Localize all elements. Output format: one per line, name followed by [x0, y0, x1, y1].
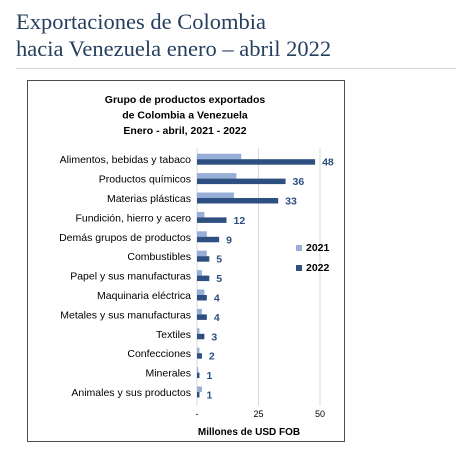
chart-title-line-2: de Colombia a Venezuela — [122, 110, 248, 122]
category-label: Demás grupos de productos — [59, 232, 191, 244]
page-title-line-1: Exportaciones de Colombia — [16, 9, 266, 34]
category-label: Confecciones — [127, 348, 191, 360]
bar-2021 — [197, 270, 202, 276]
page-title-line-2: hacia Venezuela enero – abril 2022 — [16, 36, 332, 61]
data-label-2022: 1 — [206, 390, 212, 402]
data-label-2022: 5 — [216, 254, 222, 266]
data-label-2022: 48 — [322, 157, 334, 169]
category-label: Animales y sus productos — [71, 387, 191, 399]
category-label: Combustibles — [127, 251, 191, 263]
bar-2022 — [197, 295, 207, 301]
bar-2022 — [197, 256, 210, 262]
data-label-2022: 1 — [206, 370, 212, 382]
data-label-2022: 4 — [214, 312, 220, 324]
x-axis-label: Millones de USD FOB — [198, 427, 300, 438]
x-tick-label: 50 — [315, 409, 325, 419]
category-label: Minerales — [145, 368, 191, 380]
bar-2022 — [197, 159, 316, 165]
category-label: Metales y sus manufacturas — [60, 309, 191, 321]
page-title: Exportaciones de Colombia hacia Venezuel… — [16, 8, 456, 62]
chart-panel: Grupo de productos exportados de Colombia… — [27, 80, 345, 442]
x-tick-label: - — [196, 409, 199, 419]
data-label-2022: 33 — [285, 196, 297, 208]
bar-2022 — [197, 353, 202, 359]
category-label: Alimentos, bebidas y tabaco — [60, 154, 191, 166]
data-label-2022: 12 — [234, 215, 246, 227]
bar-2021 — [197, 192, 234, 198]
bar-2022 — [197, 333, 205, 340]
legend-label-2022: 2022 — [306, 262, 330, 274]
category-label: Papel y sus manufacturas — [70, 271, 191, 283]
category-label: Productos químicos — [99, 174, 191, 186]
bar-2022 — [197, 236, 220, 243]
x-tick-label: 25 — [253, 409, 263, 419]
bar-2021 — [197, 153, 242, 160]
bar-2021 — [197, 173, 237, 179]
bar-2022 — [197, 275, 210, 282]
bar-2021 — [197, 367, 199, 373]
category-label: Fundición, hierro y acero — [75, 212, 191, 224]
bar-2021 — [197, 386, 202, 392]
bar-2022 — [197, 372, 200, 379]
bar-2021 — [197, 211, 205, 218]
bar-2021 — [197, 308, 202, 315]
data-label-2022: 9 — [226, 234, 232, 246]
bar-2022 — [197, 198, 279, 204]
bar-2021 — [197, 289, 205, 295]
bar-2022 — [197, 217, 227, 223]
chart-title-line-3: Enero - abril, 2021 - 2022 — [123, 125, 246, 137]
title-divider — [16, 68, 456, 69]
category-label: Materias plásticas — [107, 193, 191, 205]
bar-2021 — [197, 347, 200, 354]
bar-2021 — [197, 250, 207, 257]
data-label-2022: 4 — [214, 293, 220, 305]
data-label-2022: 2 — [209, 351, 215, 363]
legend-swatch-2021 — [296, 245, 302, 251]
legend-label-2021: 2021 — [306, 242, 330, 254]
category-label: Maquinaria eléctrica — [97, 290, 191, 302]
bar-2022 — [197, 178, 286, 185]
data-label-2022: 5 — [216, 273, 222, 285]
bar-2022 — [197, 314, 207, 320]
chart-title-line-1: Grupo de productos exportados — [105, 94, 266, 106]
legend-swatch-2022 — [296, 265, 302, 271]
bar-2021 — [197, 231, 207, 237]
data-label-2022: 3 — [211, 331, 217, 343]
bar-2022 — [197, 392, 200, 398]
category-label: Textiles — [156, 329, 191, 341]
data-label-2022: 36 — [293, 176, 305, 188]
bar-2021 — [197, 328, 200, 334]
bar-chart: Grupo de productos exportados de Colombia… — [59, 94, 334, 438]
